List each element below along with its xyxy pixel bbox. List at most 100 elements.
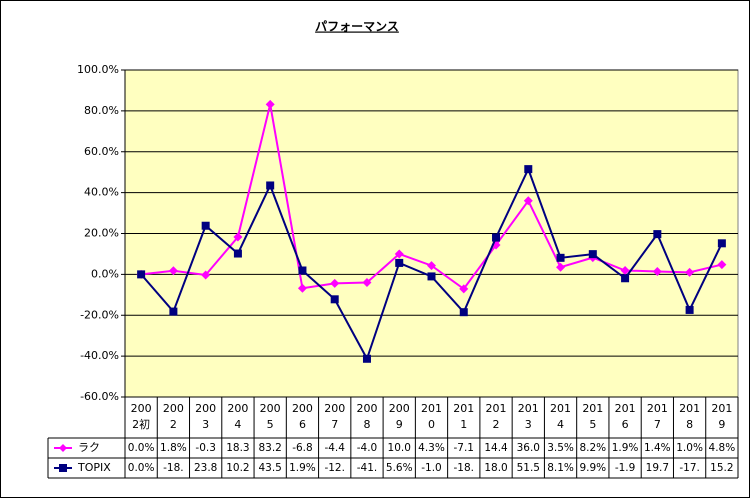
table-cell: -41. bbox=[357, 462, 378, 474]
table-cell: 1.0% bbox=[676, 442, 703, 454]
x-tick-label-line: 201 bbox=[421, 402, 442, 415]
table-cell: -1.0 bbox=[421, 462, 442, 474]
marker bbox=[298, 266, 307, 275]
table-cell: 36.0 bbox=[517, 442, 540, 454]
table-cell: 1.8% bbox=[160, 442, 187, 454]
x-tick-label: 201 9 bbox=[711, 402, 732, 431]
table-cell: 83.2 bbox=[258, 442, 281, 454]
x-tick-label: 201 2 bbox=[486, 402, 507, 431]
table-cell: 19.7 bbox=[646, 462, 669, 474]
x-tick-label: 200 5 bbox=[260, 402, 281, 431]
table-cell: 10.0 bbox=[388, 442, 411, 454]
table-cell: 8.1% bbox=[547, 462, 574, 474]
x-tick-label-line: 1 bbox=[460, 418, 467, 431]
x-tick-label-line: 201 bbox=[615, 402, 636, 415]
marker bbox=[588, 250, 597, 259]
marker bbox=[394, 249, 404, 259]
x-tick-label: 200 8 bbox=[356, 402, 377, 431]
x-tick-label-line: 201 bbox=[582, 402, 603, 415]
marker bbox=[685, 305, 694, 314]
table-cell: -4.0 bbox=[357, 442, 378, 454]
legend-marker bbox=[59, 444, 67, 452]
table-cell: 15.2 bbox=[710, 462, 733, 474]
table-cell: 9.9% bbox=[579, 462, 606, 474]
table-cell: 3.5% bbox=[547, 442, 574, 454]
table-cell: -18. bbox=[454, 462, 475, 474]
x-tick-label-line: 200 bbox=[163, 402, 184, 415]
marker bbox=[233, 249, 242, 258]
table-cell: 4.8% bbox=[709, 442, 736, 454]
marker bbox=[169, 307, 178, 316]
table-cell: 8.2% bbox=[579, 442, 606, 454]
marker bbox=[330, 295, 339, 304]
x-tick-label-line: 200 bbox=[195, 402, 216, 415]
x-tick-label-line: 7 bbox=[654, 418, 661, 431]
table-cell: 4.3% bbox=[418, 442, 445, 454]
x-tick-label-line: 201 bbox=[679, 402, 700, 415]
x-tick-label-line: 8 bbox=[686, 418, 693, 431]
x-tick-label-line: 200 bbox=[356, 402, 377, 415]
x-tick-label-line: 201 bbox=[647, 402, 668, 415]
table-cell: 10.2 bbox=[226, 462, 249, 474]
x-tick-label: 200 9 bbox=[389, 402, 410, 431]
x-tick-label: 200 4 bbox=[227, 402, 248, 431]
marker bbox=[137, 270, 146, 279]
legend-label: ラク bbox=[78, 441, 100, 454]
x-tick-label-line: 200 bbox=[292, 402, 313, 415]
x-tick-label: 200 7 bbox=[324, 402, 345, 431]
legend-marker bbox=[59, 464, 67, 472]
table-cell: -12. bbox=[324, 462, 345, 474]
marker bbox=[168, 266, 178, 276]
table-cell: 0.0% bbox=[128, 442, 155, 454]
x-tick-label-line: 201 bbox=[486, 402, 507, 415]
marker bbox=[653, 230, 662, 239]
marker bbox=[652, 267, 662, 277]
table-cell: -0.3 bbox=[195, 442, 216, 454]
y-tick-label: 60.0% bbox=[84, 145, 119, 158]
x-tick-label-line: 200 bbox=[389, 402, 410, 415]
marker bbox=[330, 278, 340, 288]
table-cell: -1.9 bbox=[615, 462, 636, 474]
x-tick-label: 200 3 bbox=[195, 402, 216, 431]
marker bbox=[524, 165, 533, 174]
legend-label: TOPIX bbox=[77, 461, 111, 474]
y-tick-label: -20.0% bbox=[80, 308, 119, 321]
marker bbox=[201, 221, 210, 230]
marker bbox=[717, 239, 726, 248]
table-cell: -17. bbox=[679, 462, 700, 474]
table-cell: 43.5 bbox=[258, 462, 281, 474]
table-cell: -6.8 bbox=[292, 442, 313, 454]
marker bbox=[685, 267, 695, 277]
x-tick-label-line: 8 bbox=[363, 418, 370, 431]
y-tick-label: 40.0% bbox=[84, 186, 119, 199]
table-cell: 18.3 bbox=[226, 442, 249, 454]
x-tick-label-line: 6 bbox=[299, 418, 306, 431]
table-cell: 0.0% bbox=[128, 462, 155, 474]
x-tick-label-line: 201 bbox=[453, 402, 474, 415]
x-tick-label: 201 6 bbox=[615, 402, 636, 431]
marker bbox=[233, 232, 243, 242]
table-cell: 5.6% bbox=[386, 462, 413, 474]
table-cell: 51.5 bbox=[517, 462, 540, 474]
table-cell: 1.9% bbox=[612, 442, 639, 454]
table-cell: 1.9% bbox=[289, 462, 316, 474]
y-tick-label: 80.0% bbox=[84, 104, 119, 117]
marker bbox=[266, 181, 275, 190]
marker bbox=[620, 265, 630, 275]
table-cell: 18.0 bbox=[484, 462, 507, 474]
x-tick-label-line: 7 bbox=[331, 418, 338, 431]
marker bbox=[556, 253, 565, 262]
x-tick-label-line: 200 bbox=[131, 402, 152, 415]
marker bbox=[621, 274, 630, 283]
table-cell: 14.4 bbox=[484, 442, 508, 454]
marker bbox=[201, 270, 211, 280]
marker bbox=[492, 233, 501, 242]
x-tick-label-line: 201 bbox=[711, 402, 732, 415]
x-tick-label-line: 200 bbox=[324, 402, 345, 415]
x-tick-label-line: 4 bbox=[234, 418, 241, 431]
y-tick-label: 100.0% bbox=[77, 63, 119, 76]
x-tick-label: 201 8 bbox=[679, 402, 700, 431]
x-tick-label-line: 201 bbox=[550, 402, 571, 415]
marker bbox=[459, 284, 469, 294]
